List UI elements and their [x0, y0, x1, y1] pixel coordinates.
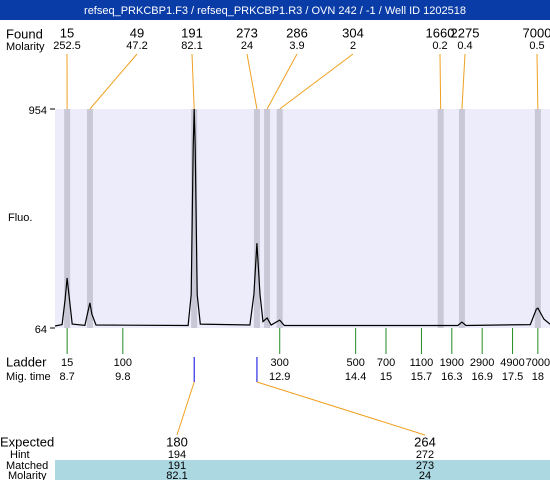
- title: refseq_PRKCBP1.F3 / refseq_PRKCBP1.R3 / …: [84, 5, 466, 17]
- ladder-size: 500: [346, 357, 364, 369]
- peak-band: [87, 109, 93, 328]
- found-molarity: 0.2: [432, 40, 447, 52]
- found-molarity: 3.9: [289, 40, 304, 52]
- expected-size: 180: [166, 434, 188, 449]
- found-molarity: 82.1: [181, 40, 202, 52]
- ladder-time: 15: [380, 371, 392, 383]
- ladder-time: 16.9: [471, 371, 492, 383]
- peak-band: [264, 109, 270, 328]
- peak-connector: [267, 54, 297, 109]
- ladder-time: 16.3: [441, 371, 462, 383]
- ladder-size: 7000: [526, 357, 550, 369]
- y-tick-label: 64: [35, 324, 47, 336]
- found-molarity: 0.5: [529, 40, 544, 52]
- mig-time-label: Mig. time: [6, 371, 51, 383]
- expected-size: 264: [414, 434, 436, 449]
- matched-molarity: 24: [419, 470, 431, 480]
- peak-band: [535, 109, 541, 328]
- ladder-size: 15: [61, 357, 73, 369]
- peak-band: [254, 109, 260, 328]
- ladder-size: 4900: [500, 357, 524, 369]
- ladder-time: 8.7: [59, 371, 74, 383]
- peak-connector: [440, 54, 441, 109]
- plot-area: [55, 109, 550, 328]
- found-size: 7000: [523, 25, 550, 40]
- peak-connector: [280, 54, 353, 109]
- peak-connector: [462, 54, 465, 109]
- peak-band: [438, 109, 444, 328]
- ladder-time: 12.9: [269, 371, 290, 383]
- ladder-size: 1100: [410, 357, 434, 369]
- found-molarity: 47.2: [126, 40, 147, 52]
- ladder-size: 1900: [440, 357, 464, 369]
- matched-molarity: 82.1: [166, 470, 187, 480]
- ladder-size: 100: [114, 357, 132, 369]
- peak-band: [459, 109, 465, 328]
- found-size: 191: [181, 25, 203, 40]
- peak-connector: [247, 54, 257, 109]
- expected-label: Expected: [0, 434, 54, 449]
- molarity-label: Molarity: [6, 41, 45, 53]
- found-size: 273: [236, 25, 258, 40]
- ladder-time: 15.7: [411, 371, 432, 383]
- ladder-time: 9.8: [115, 371, 130, 383]
- ladder-time: 18: [532, 371, 544, 383]
- peak-band: [277, 109, 283, 328]
- molarity-label: Molarity: [8, 470, 47, 480]
- found-label: Found: [6, 26, 43, 41]
- peak-connector: [192, 54, 194, 109]
- y-label: Fluo.: [8, 212, 32, 224]
- ladder-size: 2900: [470, 357, 494, 369]
- expected-connector: [177, 382, 194, 435]
- found-size: 2275: [451, 25, 480, 40]
- found-molarity: 24: [241, 40, 253, 52]
- found-molarity: 252.5: [53, 40, 81, 52]
- ladder-size: 700: [377, 357, 395, 369]
- found-size: 49: [130, 25, 144, 40]
- ladder-label: Ladder: [6, 354, 47, 369]
- ladder-time: 17.5: [502, 371, 523, 383]
- peak-connector: [537, 54, 538, 109]
- found-size: 286: [286, 25, 308, 40]
- ladder-time: 14.4: [345, 371, 366, 383]
- found-molarity: 2: [350, 40, 356, 52]
- found-size: 15: [60, 25, 74, 40]
- peak-connector: [90, 54, 137, 109]
- matched-band: [55, 460, 550, 480]
- found-size: 304: [342, 25, 364, 40]
- ladder-size: 300: [271, 357, 289, 369]
- y-tick-label: 954: [29, 105, 47, 117]
- expected-connector: [257, 382, 425, 435]
- found-molarity: 0.4: [457, 40, 472, 52]
